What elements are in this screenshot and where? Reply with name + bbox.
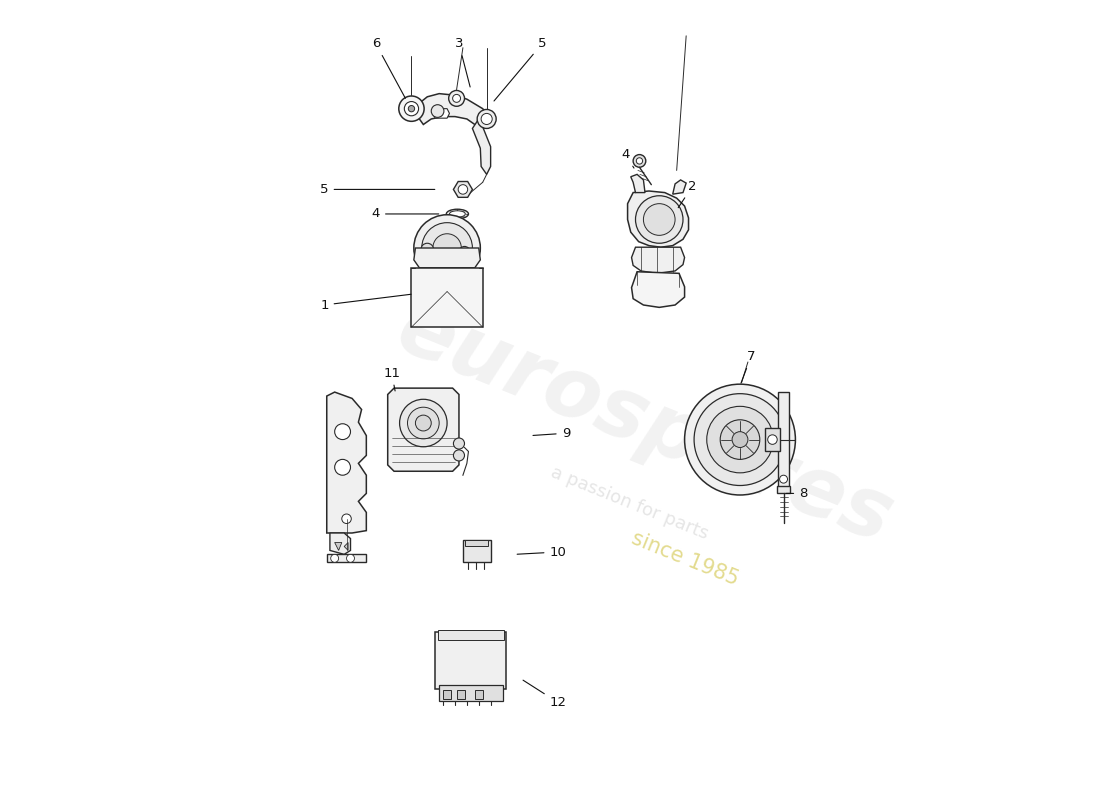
- Circle shape: [733, 432, 748, 447]
- Text: 9: 9: [534, 426, 570, 440]
- Bar: [766, 428, 780, 451]
- Text: 10: 10: [517, 546, 566, 558]
- Bar: [458, 690, 465, 699]
- Circle shape: [636, 196, 683, 243]
- Circle shape: [405, 102, 419, 116]
- Bar: [463, 540, 491, 562]
- Text: since 1985: since 1985: [628, 528, 741, 589]
- Polygon shape: [387, 388, 459, 471]
- Polygon shape: [453, 182, 472, 198]
- Circle shape: [706, 406, 773, 473]
- Text: 8: 8: [786, 487, 807, 500]
- Circle shape: [453, 438, 464, 449]
- Bar: [465, 540, 488, 546]
- Circle shape: [452, 94, 461, 102]
- Text: 12: 12: [522, 680, 566, 709]
- Circle shape: [459, 185, 468, 194]
- Circle shape: [768, 435, 778, 444]
- Circle shape: [477, 110, 496, 129]
- Bar: [439, 685, 503, 701]
- Circle shape: [780, 475, 788, 483]
- Polygon shape: [432, 109, 450, 118]
- Text: 3: 3: [454, 38, 470, 87]
- Circle shape: [459, 246, 470, 258]
- Ellipse shape: [450, 210, 465, 217]
- Text: eurospares: eurospares: [385, 287, 904, 560]
- Polygon shape: [327, 554, 366, 562]
- Polygon shape: [414, 248, 481, 268]
- Polygon shape: [628, 191, 689, 247]
- Circle shape: [481, 114, 492, 125]
- Circle shape: [342, 514, 351, 523]
- Text: 1: 1: [320, 294, 411, 311]
- Polygon shape: [472, 119, 491, 174]
- Polygon shape: [334, 542, 342, 550]
- Circle shape: [449, 90, 464, 106]
- Ellipse shape: [447, 210, 469, 218]
- Circle shape: [432, 234, 461, 262]
- Polygon shape: [631, 272, 684, 307]
- Polygon shape: [330, 533, 351, 554]
- Circle shape: [416, 415, 431, 431]
- Text: a passion for parts: a passion for parts: [548, 463, 711, 543]
- Circle shape: [331, 554, 339, 562]
- Circle shape: [720, 420, 760, 459]
- Circle shape: [334, 459, 351, 475]
- Polygon shape: [631, 247, 684, 274]
- Text: 4: 4: [372, 207, 439, 221]
- Circle shape: [453, 450, 464, 461]
- Bar: [443, 690, 451, 699]
- Text: 5: 5: [494, 38, 547, 101]
- Circle shape: [408, 106, 415, 112]
- Text: 7: 7: [741, 350, 756, 383]
- Text: 11: 11: [383, 366, 400, 391]
- Bar: [778, 486, 790, 493]
- Bar: [436, 632, 506, 689]
- Circle shape: [694, 394, 785, 486]
- Circle shape: [334, 424, 351, 439]
- Circle shape: [399, 399, 447, 446]
- Circle shape: [346, 554, 354, 562]
- Text: 2: 2: [679, 180, 696, 208]
- Circle shape: [636, 158, 642, 164]
- Bar: [438, 630, 504, 640]
- Circle shape: [684, 384, 795, 495]
- Polygon shape: [327, 392, 366, 533]
- Text: 6: 6: [372, 38, 406, 98]
- Circle shape: [421, 222, 472, 274]
- Circle shape: [399, 96, 425, 122]
- Circle shape: [414, 214, 481, 282]
- Circle shape: [431, 105, 444, 118]
- Circle shape: [421, 243, 433, 256]
- Circle shape: [634, 154, 646, 167]
- Bar: [475, 690, 483, 699]
- Circle shape: [407, 407, 439, 439]
- Text: 4: 4: [621, 148, 634, 168]
- Text: 5: 5: [320, 183, 434, 196]
- Circle shape: [644, 204, 675, 235]
- Bar: [778, 392, 789, 487]
- Polygon shape: [416, 94, 491, 127]
- Polygon shape: [630, 174, 645, 193]
- Polygon shape: [344, 542, 348, 550]
- Polygon shape: [673, 180, 686, 194]
- Bar: [411, 268, 483, 327]
